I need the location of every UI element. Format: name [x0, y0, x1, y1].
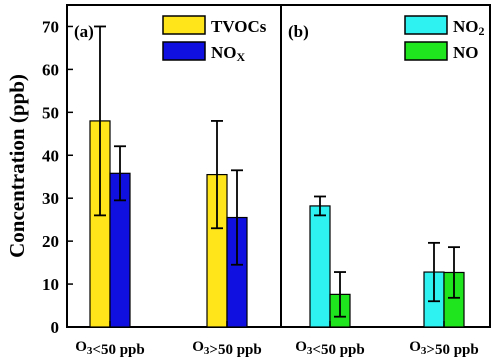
y-axis-label: Concentration (ppb) [5, 74, 29, 258]
legend-swatch [162, 41, 206, 61]
x-tick-label: O3>50 ppb [409, 339, 479, 357]
y-tick-label: 40 [42, 146, 59, 165]
legend-swatch [404, 15, 448, 35]
y-tick-label: 0 [51, 318, 60, 337]
x-tick-label: O3>50 ppb [192, 339, 262, 357]
y-tick-label: 50 [42, 103, 59, 122]
legend-label: NO [453, 43, 479, 62]
legend-swatch [162, 15, 206, 35]
x-tick-label: O3<50 ppb [295, 339, 365, 357]
legend-label: NOX [211, 43, 246, 64]
y-tick-label: 10 [42, 275, 59, 294]
y-tick-label: 70 [42, 17, 59, 36]
legend-label: NO2 [453, 17, 485, 38]
legend-swatch [404, 41, 448, 61]
y-tick-label: 60 [42, 60, 59, 79]
plot-frame [66, 4, 491, 328]
panel-label: (b) [288, 22, 309, 41]
legend-label: TVOCs [211, 17, 267, 36]
bar-no [309, 205, 331, 328]
y-tick-label: 20 [42, 232, 59, 251]
y-tick-label: 30 [42, 189, 59, 208]
panel-label: (a) [74, 22, 94, 41]
x-tick-label: O3<50 ppb [75, 339, 145, 357]
